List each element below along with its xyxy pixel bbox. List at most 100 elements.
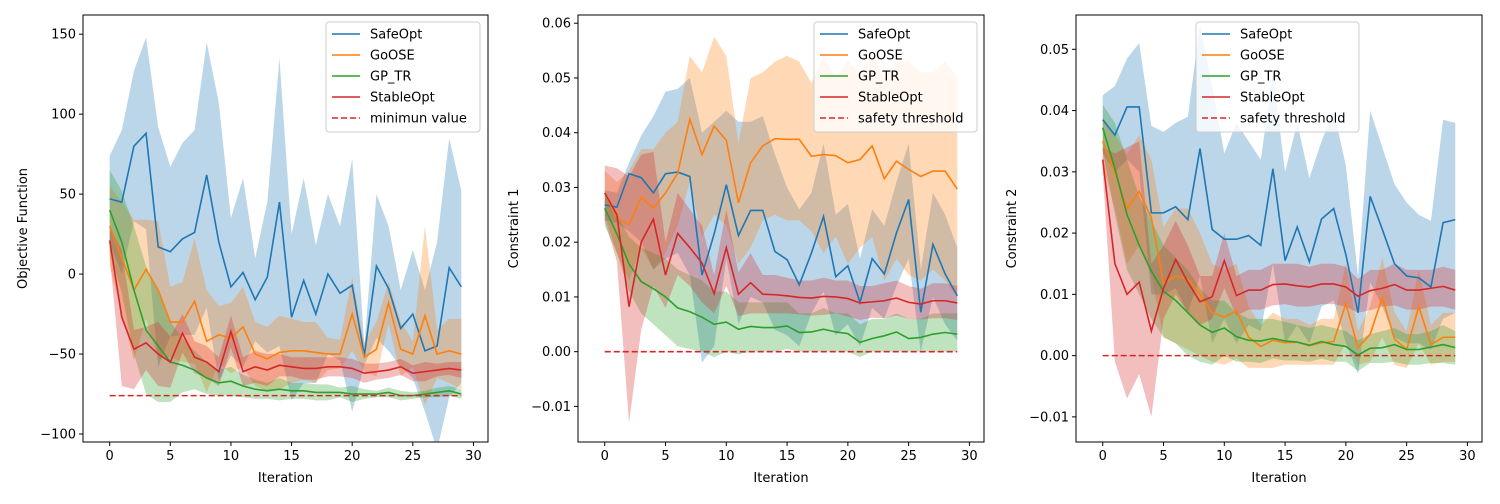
y-tick-label: 0.00 <box>1040 349 1069 364</box>
legend-label: StableOpt <box>1240 91 1305 106</box>
band-stableopt <box>1102 141 1456 417</box>
chart-panel-3: 0 5 10 15 20 25 30 −0.01 0.00 0.01 0.02 0.03 0.04 0.0… <box>1005 14 1483 486</box>
x-axis-label: Iteration <box>258 471 313 486</box>
band-stableopt <box>604 151 958 423</box>
y-tick-label: 0.02 <box>1040 227 1069 242</box>
legend-label: GoOSE <box>1240 49 1285 64</box>
x-tick-label: 10 <box>1216 449 1233 464</box>
x-tick-label: 10 <box>223 449 240 464</box>
band-goose <box>1102 116 1456 368</box>
band-gp-tr <box>109 170 462 403</box>
legend: SafeOpt GoOSE GP_TR StableOpt minimun value <box>325 21 481 133</box>
line-goose <box>108 225 462 360</box>
y-tick-label: −50 <box>49 348 76 363</box>
x-tick-label: 25 <box>900 449 917 464</box>
axes-frame <box>1075 14 1483 443</box>
y-tick-label: 100 <box>51 108 76 123</box>
y-tick-label: 0.01 <box>1040 288 1069 303</box>
x-tick-label: 20 <box>1338 449 1355 464</box>
band-safeopt <box>604 77 958 363</box>
x-tick-label: 25 <box>405 449 422 464</box>
y-tick-label: −100 <box>40 428 76 443</box>
x-axis-label: Iteration <box>753 471 808 486</box>
band-stableopt <box>109 226 462 390</box>
y-tick-label: 0.05 <box>542 71 571 86</box>
axes-frame <box>82 14 489 443</box>
line-stableopt <box>108 240 462 375</box>
legend: SafeOpt GoOSE GP_TR StableOpt safety thresho… <box>813 21 978 133</box>
line-safeopt <box>1102 106 1456 313</box>
x-tick-label: 5 <box>1159 449 1167 464</box>
plot-area <box>108 37 462 442</box>
legend-label: minimun value <box>370 112 467 127</box>
y-tick-label: 0.06 <box>542 17 571 32</box>
y-tick-label: 0.02 <box>542 236 571 251</box>
band-safeopt <box>109 37 462 442</box>
line-gp-tr <box>1101 127 1456 356</box>
y-tick-label: 150 <box>51 28 76 43</box>
x-tick-label: 20 <box>344 449 361 464</box>
legend-label: GoOSE <box>858 49 903 64</box>
y-tick-label: −0.01 <box>531 400 571 415</box>
line-stableopt <box>604 192 958 307</box>
x-tick-label: 15 <box>1277 449 1294 464</box>
y-tick-label: 0.05 <box>1040 43 1069 58</box>
y-axis-label: Objective Function <box>16 168 31 289</box>
y-tick-label: 0.04 <box>1040 104 1069 119</box>
x-axis-label: Iteration <box>1251 471 1306 486</box>
x-tick-label: 30 <box>961 449 978 464</box>
legend-label: GoOSE <box>370 49 415 64</box>
x-tick-label: 20 <box>840 449 857 464</box>
legend-label: GP_TR <box>858 70 899 85</box>
y-tick-label: 0.03 <box>542 181 571 196</box>
legend-label: safety threshold <box>858 112 963 127</box>
legend-box <box>1195 21 1360 133</box>
x-tick-label: 10 <box>718 449 735 464</box>
x-tick-label: 30 <box>465 449 482 464</box>
x-tick-label: 25 <box>1398 449 1415 464</box>
plot-area <box>604 36 958 423</box>
y-tick-label: −0.01 <box>1029 410 1069 425</box>
y-axis-label: Constraint 1 <box>507 189 522 269</box>
axes-frame <box>577 14 985 443</box>
x-tick-label: 15 <box>283 449 300 464</box>
x-tick-label: 30 <box>1459 449 1476 464</box>
line-goose <box>1101 140 1456 351</box>
y-tick-label: 0 <box>68 268 76 283</box>
line-gp-tr <box>604 207 958 344</box>
band-gp-tr <box>1102 104 1456 371</box>
legend-label: safety threshold <box>1240 112 1345 127</box>
y-tick-label: 0.01 <box>542 290 571 305</box>
legend-label: SafeOpt <box>858 28 910 43</box>
y-axis-label: Constraint 2 <box>1005 189 1020 269</box>
y-tick-label: 0.00 <box>542 345 571 360</box>
legend-label: GP_TR <box>370 70 411 85</box>
legend-box <box>813 21 978 133</box>
x-tick-label: 0 <box>601 449 609 464</box>
x-tick-label: 5 <box>661 449 669 464</box>
line-safeopt <box>109 131 462 356</box>
legend-label: GP_TR <box>1240 70 1281 85</box>
x-tick-label: 0 <box>106 449 114 464</box>
line-stableopt <box>1101 159 1456 335</box>
plot-area <box>1101 24 1456 417</box>
x-tick-label: 5 <box>166 449 174 464</box>
legend-label: StableOpt <box>370 91 435 106</box>
y-tick-label: 0.03 <box>1040 165 1069 180</box>
chart-panel-1: 0 5 10 15 20 25 30 −100 −50 0 50 100 150 Iteration Obj… <box>16 14 489 486</box>
legend-label: SafeOpt <box>370 28 422 43</box>
chart-panel-2: 0 5 10 15 20 25 30 −0.01 0.00 0.01 0.02 0.03 0.04 0.0… <box>507 14 985 486</box>
legend-label: StableOpt <box>858 91 923 106</box>
y-tick-label: 50 <box>59 188 76 203</box>
line-goose <box>604 116 958 226</box>
band-gp-tr <box>604 192 958 358</box>
legend: SafeOpt GoOSE GP_TR StableOpt safety thresho… <box>1195 21 1360 133</box>
legend-label: SafeOpt <box>1240 28 1292 43</box>
x-tick-label: 0 <box>1099 449 1107 464</box>
legend-box <box>325 21 481 133</box>
y-tick-label: 0.04 <box>542 126 571 141</box>
line-safeopt <box>604 171 958 313</box>
x-tick-label: 15 <box>779 449 796 464</box>
